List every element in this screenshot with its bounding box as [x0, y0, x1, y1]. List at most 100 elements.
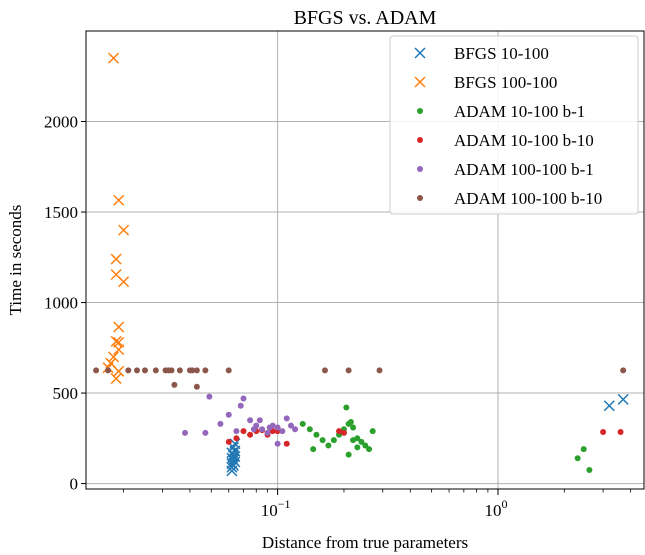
- data-point: [113, 194, 125, 206]
- data-point: [225, 411, 232, 418]
- data-point: [113, 344, 125, 356]
- data-point: [225, 438, 232, 445]
- data-point: [266, 424, 273, 431]
- legend-marker: [414, 47, 426, 59]
- data-point: [217, 420, 224, 427]
- data-point: [182, 429, 189, 436]
- y-tick-label: 500: [53, 384, 79, 403]
- data-marks: [93, 52, 629, 477]
- data-point: [113, 365, 125, 377]
- data-point: [279, 428, 286, 435]
- y-tick-label: 1000: [44, 294, 78, 313]
- data-point: [107, 52, 120, 64]
- legend-marker: [414, 76, 426, 88]
- data-point: [354, 435, 361, 442]
- data-point: [110, 373, 122, 385]
- data-point: [283, 440, 290, 447]
- data-point: [247, 431, 254, 438]
- data-point: [107, 351, 120, 363]
- data-point: [340, 429, 347, 436]
- data-point: [306, 426, 313, 433]
- legend: BFGS 10-100 BFGS 100-100 ADAM 10-100 b-1 AD…: [389, 35, 639, 215]
- y-tick-label: 1500: [44, 203, 78, 222]
- data-point: [343, 404, 350, 411]
- data-point: [617, 393, 629, 405]
- data-point: [152, 367, 159, 374]
- data-point: [369, 428, 376, 435]
- data-point: [110, 335, 122, 347]
- data-point: [321, 367, 328, 374]
- data-point: [226, 458, 238, 470]
- data-point: [237, 402, 244, 409]
- data-point: [345, 451, 352, 458]
- data-point: [283, 415, 290, 422]
- data-point: [274, 440, 281, 447]
- chart-title: BFGS vs. ADAM: [294, 7, 437, 29]
- data-point: [313, 431, 320, 438]
- data-point: [118, 276, 130, 288]
- data-point: [193, 383, 200, 390]
- data-point: [345, 367, 352, 374]
- data-point: [202, 367, 209, 374]
- data-point: [240, 395, 247, 402]
- data-point: [319, 437, 326, 444]
- data-point: [113, 321, 125, 333]
- data-point: [620, 367, 627, 374]
- data-point: [325, 442, 332, 449]
- data-point: [299, 420, 306, 427]
- data-point: [226, 452, 238, 464]
- data-point: [176, 367, 183, 374]
- data-point: [603, 400, 615, 412]
- legend-label: BFGS 10-100: [454, 44, 549, 63]
- data-point: [330, 437, 337, 444]
- data-point: [233, 428, 240, 435]
- data-point: [240, 428, 247, 435]
- data-point: [586, 466, 593, 473]
- x-tick-label: 100: [484, 497, 507, 520]
- data-point: [600, 428, 607, 435]
- legend-box: [389, 35, 639, 215]
- x-tick-label: 10−1: [261, 497, 291, 520]
- data-point: [93, 367, 100, 374]
- data-point: [376, 367, 383, 374]
- x-axis-label: Distance from true parameters: [262, 533, 468, 552]
- data-point: [247, 417, 254, 424]
- data-point: [256, 417, 263, 424]
- legend-marker: [417, 166, 423, 172]
- data-point: [141, 367, 148, 374]
- legend-label: ADAM 10-100 b-10: [454, 131, 594, 150]
- series-5: [182, 393, 299, 447]
- data-point: [350, 424, 357, 431]
- data-point: [168, 367, 175, 374]
- series-6: [93, 367, 627, 390]
- y-axis-label: Time in seconds: [6, 205, 25, 316]
- data-point: [354, 444, 361, 451]
- data-point: [189, 367, 196, 374]
- data-point: [358, 438, 365, 445]
- data-point: [105, 367, 112, 374]
- data-point: [250, 426, 257, 433]
- legend-label: BFGS 100-100: [454, 73, 557, 92]
- data-point: [617, 428, 624, 435]
- series-4: [225, 427, 624, 447]
- data-point: [171, 381, 178, 388]
- data-point: [366, 446, 373, 453]
- data-point: [118, 224, 130, 236]
- data-point: [574, 455, 581, 462]
- axes: [81, 30, 645, 495]
- data-point: [225, 367, 232, 374]
- data-point: [110, 253, 122, 265]
- data-point: [206, 393, 213, 400]
- data-point: [336, 428, 343, 435]
- data-point: [264, 429, 271, 436]
- data-point: [287, 422, 294, 429]
- legend-label: ADAM 100-100 b-1: [454, 160, 594, 179]
- data-point: [362, 442, 369, 449]
- data-point: [274, 424, 281, 431]
- data-point: [347, 419, 354, 426]
- legend-marker: [417, 195, 423, 201]
- data-point: [259, 426, 266, 433]
- series-3: [299, 404, 593, 473]
- tick-labels: 0 500 1000 1500 2000 10−1 100: [44, 113, 507, 520]
